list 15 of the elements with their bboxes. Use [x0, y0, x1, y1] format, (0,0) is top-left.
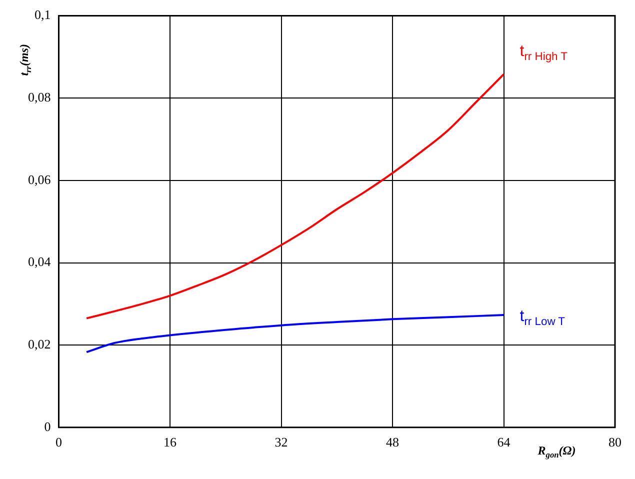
y-tick-label: 0,02: [28, 336, 51, 352]
x-tick-label: 0: [56, 434, 62, 450]
y-tick-label: 0,06: [28, 172, 52, 187]
y-axis-title: trr(ms): [16, 44, 33, 76]
y-tick-label: 0: [44, 418, 51, 434]
x-tick-label: 64: [497, 434, 511, 450]
y-tick-label: 0,1: [34, 7, 51, 22]
x-tick-label: 48: [386, 434, 399, 450]
line-series: [86, 73, 505, 320]
y-tick-label: 0,08: [28, 90, 51, 105]
x-tick-label: 16: [164, 434, 177, 450]
line-series: [86, 314, 505, 354]
y-tick-label: 0,04: [28, 254, 52, 270]
x-tick-label: 80: [608, 434, 622, 450]
x-tick-label: 32: [274, 434, 288, 450]
